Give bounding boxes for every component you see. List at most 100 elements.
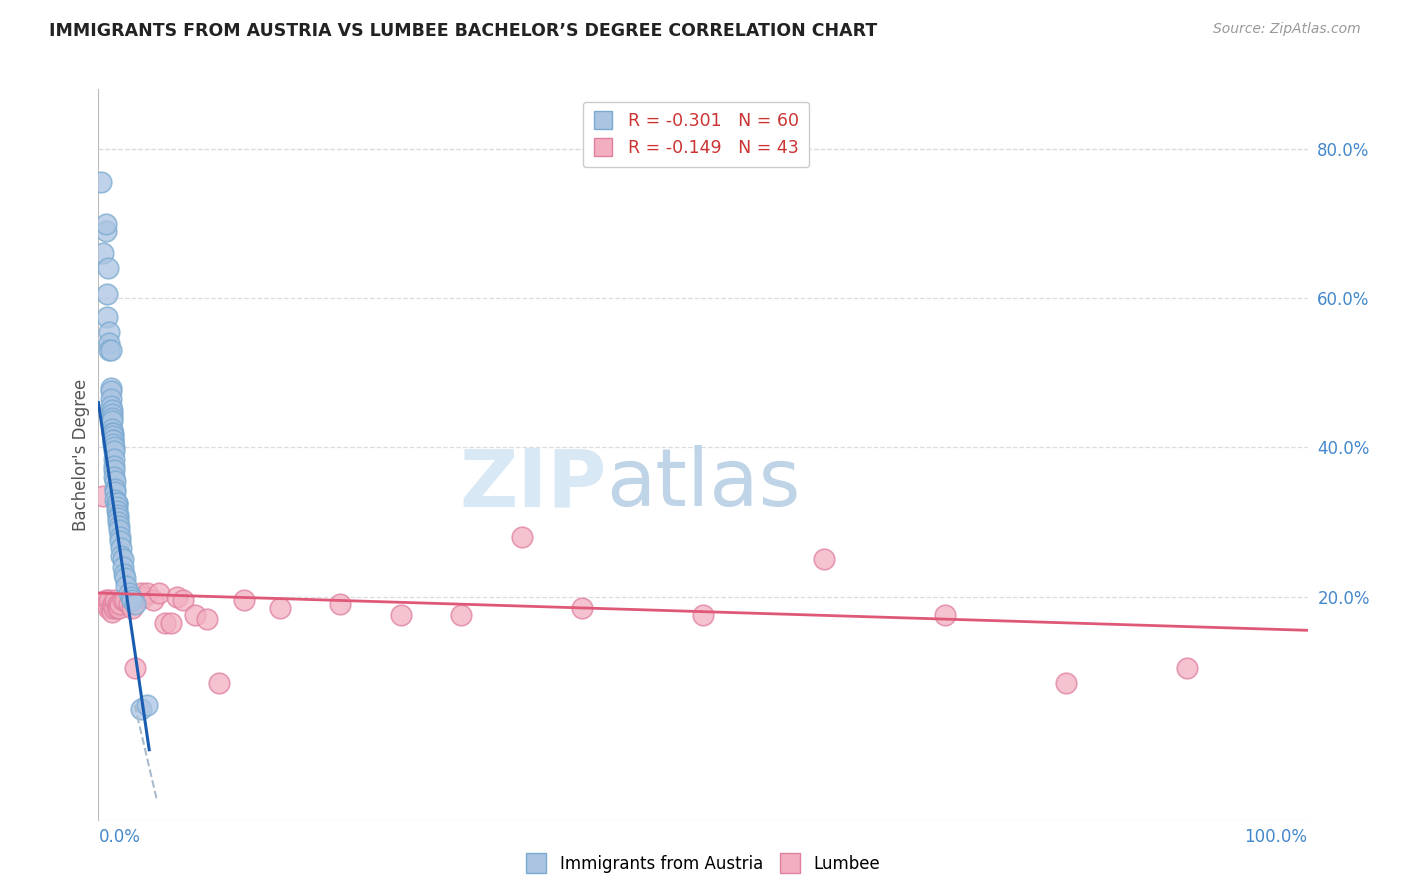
Point — [100, 422, 122, 436]
Legend: Immigrants from Austria, Lumbee: Immigrants from Austria, Lumbee — [520, 848, 886, 880]
Point — [232, 593, 254, 607]
Point — [96, 287, 118, 301]
Point — [813, 552, 835, 566]
Point — [94, 593, 117, 607]
Legend: R = -0.301   N = 60, R = -0.149   N = 43: R = -0.301 N = 60, R = -0.149 N = 43 — [582, 102, 810, 167]
Point — [166, 590, 188, 604]
Point — [934, 608, 956, 623]
Point — [111, 593, 134, 607]
Point — [108, 530, 131, 544]
Point — [105, 496, 128, 510]
Point — [107, 511, 129, 525]
Point — [1054, 675, 1077, 690]
Point — [148, 586, 170, 600]
Point — [100, 605, 122, 619]
Point — [101, 597, 124, 611]
Point — [142, 593, 165, 607]
Point — [108, 518, 131, 533]
Point — [172, 593, 194, 607]
Point — [108, 533, 131, 548]
Point — [208, 675, 231, 690]
Point — [100, 392, 122, 406]
Point — [100, 407, 122, 421]
Point — [100, 410, 122, 425]
Point — [104, 492, 127, 507]
Point — [103, 444, 125, 458]
Point — [98, 325, 121, 339]
Point — [134, 590, 156, 604]
Point — [571, 601, 593, 615]
Point — [160, 615, 183, 630]
Point — [135, 698, 157, 712]
Point — [103, 459, 125, 474]
Point — [108, 597, 131, 611]
Point — [101, 429, 124, 443]
Point — [129, 586, 152, 600]
Point — [101, 436, 124, 450]
Point — [98, 343, 121, 358]
Point — [124, 660, 146, 674]
Point — [195, 612, 218, 626]
Point — [105, 601, 128, 615]
Point — [114, 593, 136, 607]
Point — [104, 593, 127, 607]
Text: ZIP: ZIP — [458, 445, 606, 524]
Point — [103, 470, 125, 484]
Point — [101, 425, 124, 440]
Point — [1175, 660, 1198, 674]
Point — [389, 608, 412, 623]
Point — [121, 593, 143, 607]
Text: 0.0%: 0.0% — [98, 828, 141, 847]
Point — [103, 441, 125, 455]
Point — [129, 701, 152, 715]
Point — [100, 601, 122, 615]
Text: IMMIGRANTS FROM AUSTRIA VS LUMBEE BACHELOR’S DEGREE CORRELATION CHART: IMMIGRANTS FROM AUSTRIA VS LUMBEE BACHEL… — [49, 22, 877, 40]
Text: Source: ZipAtlas.com: Source: ZipAtlas.com — [1213, 22, 1361, 37]
Point — [100, 384, 122, 399]
Point — [107, 597, 129, 611]
Point — [153, 615, 176, 630]
Point — [135, 586, 157, 600]
Point — [450, 608, 472, 623]
Point — [118, 586, 141, 600]
Point — [110, 549, 132, 563]
Point — [510, 530, 533, 544]
Point — [114, 571, 136, 585]
Point — [124, 597, 146, 611]
Point — [121, 601, 143, 615]
Point — [98, 335, 121, 350]
Point — [105, 496, 128, 510]
Point — [184, 608, 207, 623]
Point — [94, 224, 117, 238]
Point — [104, 482, 127, 496]
Text: 100.0%: 100.0% — [1244, 828, 1308, 847]
Point — [98, 593, 121, 607]
Point — [97, 601, 120, 615]
Point — [96, 597, 118, 611]
Point — [100, 343, 122, 358]
Point — [329, 597, 352, 611]
Point — [111, 552, 134, 566]
Point — [107, 515, 129, 529]
Point — [91, 246, 114, 260]
Point — [101, 433, 124, 447]
Point — [104, 485, 127, 500]
Text: atlas: atlas — [606, 445, 800, 524]
Point — [96, 310, 118, 324]
Point — [692, 608, 714, 623]
Point — [118, 597, 141, 611]
Point — [100, 400, 122, 414]
Point — [103, 601, 125, 615]
Point — [104, 474, 127, 488]
Point — [108, 601, 131, 615]
Point — [101, 433, 124, 447]
Point — [115, 578, 138, 592]
Point — [110, 541, 132, 556]
Point — [94, 217, 117, 231]
Point — [269, 601, 291, 615]
Point — [103, 463, 125, 477]
Point — [97, 261, 120, 276]
Point — [108, 523, 131, 537]
Point — [107, 508, 129, 522]
Point — [105, 504, 128, 518]
